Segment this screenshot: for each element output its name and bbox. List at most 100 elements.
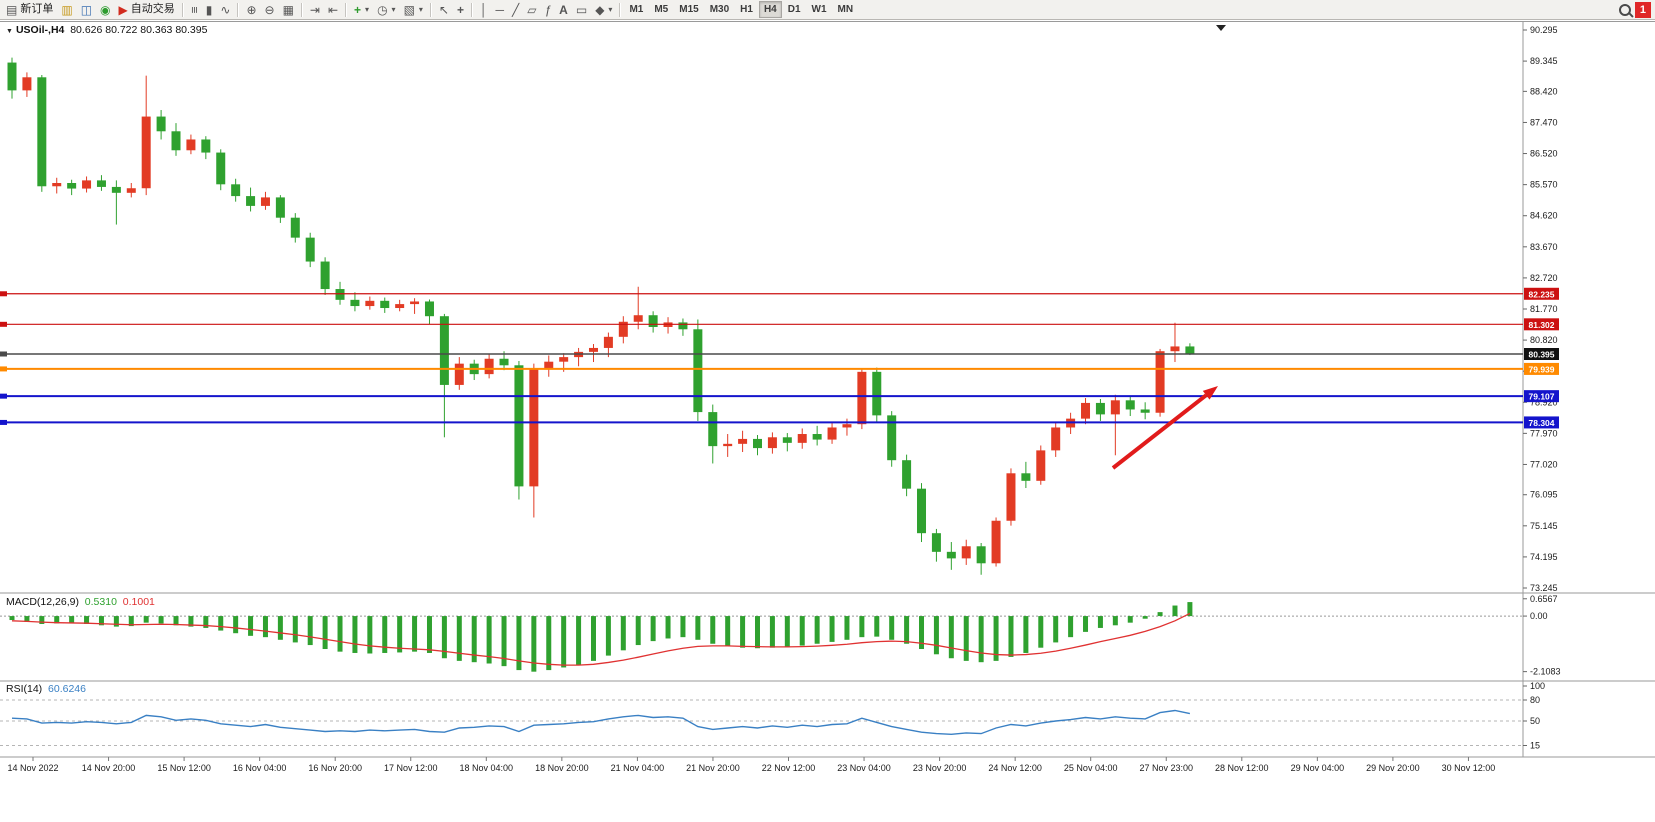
- candle: [246, 196, 256, 206]
- price-line-label[interactable]: [1524, 416, 1559, 429]
- time-label: 16 Nov 04:00: [233, 763, 287, 773]
- rsi-tick-label: 15: [1530, 741, 1540, 751]
- price-line-label[interactable]: [1524, 362, 1559, 375]
- macd-tick-label: 0.6567: [1530, 594, 1558, 604]
- price-line-labels: 82.235 81.302 80.395 79.939 79.107 78.304: [1524, 287, 1559, 429]
- market-watch-button[interactable]: ▥: [57, 1, 76, 18]
- macd-bar: [218, 616, 224, 631]
- autotrading-button[interactable]: ▶ 自动交易: [115, 1, 179, 18]
- macd-bar: [546, 616, 552, 671]
- candle: [201, 139, 211, 153]
- new-chart-icon: +: [354, 2, 362, 17]
- price-tick-label: 74.195: [1530, 552, 1558, 562]
- timeframe-button-mn[interactable]: MN: [833, 1, 859, 18]
- search-button[interactable]: [1615, 1, 1635, 18]
- auto-scroll-button[interactable]: ⇥: [306, 1, 324, 18]
- cursor-button[interactable]: ↖: [435, 1, 453, 18]
- crosshair-button[interactable]: +: [453, 1, 468, 18]
- trendline-button[interactable]: ╱: [508, 1, 523, 18]
- signals-button[interactable]: ◫: [77, 1, 96, 18]
- line-chart-button[interactable]: ∿: [216, 1, 234, 18]
- macd-bar: [188, 616, 194, 627]
- shapes-icon: ◆: [595, 2, 605, 17]
- community-button[interactable]: ◉: [96, 1, 114, 18]
- time-label: 21 Nov 04:00: [611, 763, 665, 773]
- toolbar-separator: [300, 2, 303, 17]
- timeframe-button-h1[interactable]: H1: [735, 1, 758, 18]
- time-label: 29 Nov 20:00: [1366, 763, 1420, 773]
- toolbar-separator: [345, 2, 348, 17]
- one-click-trading-arrow[interactable]: ▼: [6, 28, 13, 35]
- notification-badge[interactable]: 1: [1634, 1, 1651, 18]
- macd-bar: [874, 616, 880, 637]
- text-button[interactable]: A: [555, 1, 572, 18]
- price-line-handle[interactable]: [0, 419, 7, 425]
- timeframe-button-m30[interactable]: M30: [705, 1, 734, 18]
- timeframe-button-m15[interactable]: M15: [674, 1, 703, 18]
- price-line-label[interactable]: [1524, 348, 1559, 360]
- channel-icon: ▱: [527, 2, 537, 17]
- new-order-button[interactable]: ▤ 新订单: [2, 1, 57, 18]
- candle: [738, 438, 748, 444]
- macd-bar: [650, 616, 656, 642]
- price-line-label[interactable]: [1524, 287, 1559, 300]
- tile-windows-button[interactable]: ▦: [279, 1, 298, 18]
- profiles-icon: ◷: [377, 2, 388, 17]
- rsi-tick-label: 100: [1530, 681, 1545, 691]
- vertical-line-button[interactable]: │: [476, 1, 492, 18]
- timeframe-button-d1[interactable]: D1: [783, 1, 806, 18]
- macd-bar: [471, 616, 477, 663]
- price-line-handle[interactable]: [0, 393, 7, 399]
- price-line-handle[interactable]: [0, 366, 7, 372]
- macd-bar: [426, 616, 432, 653]
- equidistant-channel-button[interactable]: ▱: [523, 1, 540, 18]
- templates-button[interactable]: ▧ ▾: [400, 1, 427, 18]
- macd-bar: [39, 616, 45, 624]
- candle: [1051, 427, 1061, 451]
- zoom-out-icon: ⊖: [264, 2, 275, 17]
- timeframe-button-w1[interactable]: W1: [807, 1, 832, 18]
- candle: [633, 315, 643, 322]
- macd-bar: [919, 616, 925, 650]
- macd-bar: [1097, 616, 1103, 628]
- timeframe-button-m1[interactable]: M1: [624, 1, 648, 18]
- time-label: 22 Nov 12:00: [762, 763, 816, 773]
- price-line-handle[interactable]: [0, 291, 7, 297]
- price-line-handle[interactable]: [0, 321, 7, 327]
- price-line-handle[interactable]: [0, 351, 7, 357]
- time-label: 16 Nov 20:00: [308, 763, 362, 773]
- zoom-in-button[interactable]: ⊕: [242, 1, 260, 18]
- bar-chart-button[interactable]: ≡: [187, 1, 202, 18]
- macd-bar: [262, 616, 268, 638]
- fibonacci-button[interactable]: ƒ: [540, 1, 555, 18]
- price-line-label-text: 78.304: [1529, 418, 1555, 428]
- zoom-out-button[interactable]: ⊖: [261, 1, 279, 18]
- macd-signal-value: 0.1001: [122, 596, 155, 608]
- candle: [365, 300, 375, 307]
- timeframe-button-m5[interactable]: M5: [649, 1, 673, 18]
- candle: [260, 197, 270, 206]
- price-line-label[interactable]: [1524, 318, 1559, 331]
- timeframe-button-h4[interactable]: H4: [758, 1, 782, 18]
- price-line-label[interactable]: [1524, 390, 1559, 403]
- new-chart-button[interactable]: + ▾: [350, 1, 373, 18]
- chart-shift-button[interactable]: ⇤: [324, 1, 342, 18]
- macd-bar: [531, 616, 537, 672]
- trend-arrow[interactable]: [1111, 393, 1208, 470]
- autotrading-icon: ▶: [118, 2, 128, 17]
- chart-shift-marker[interactable]: [1216, 25, 1226, 31]
- text-label-button[interactable]: ▭: [572, 1, 591, 18]
- arrows-button[interactable]: ◆ ▾: [591, 1, 616, 18]
- price-tick-label: 84.620: [1530, 211, 1558, 221]
- macd-bar: [710, 616, 716, 644]
- candlestick-chart-button[interactable]: ▮: [202, 1, 217, 18]
- chart-canvas[interactable]: 90.295 89.345 88.420 87.470 86.520 85.570 84.6…: [0, 20, 1655, 822]
- macd-layer: 0.6567 0.00 -2.1083: [0, 594, 1561, 677]
- macd-bar: [352, 616, 358, 653]
- horizontal-line-button[interactable]: ─: [492, 1, 509, 18]
- market-watch-icon: ▥: [61, 2, 73, 17]
- macd-bar: [322, 616, 328, 650]
- profiles-button[interactable]: ◷ ▾: [373, 1, 400, 18]
- chevron-down-icon: ▾: [391, 4, 396, 14]
- macd-bar: [1157, 612, 1163, 617]
